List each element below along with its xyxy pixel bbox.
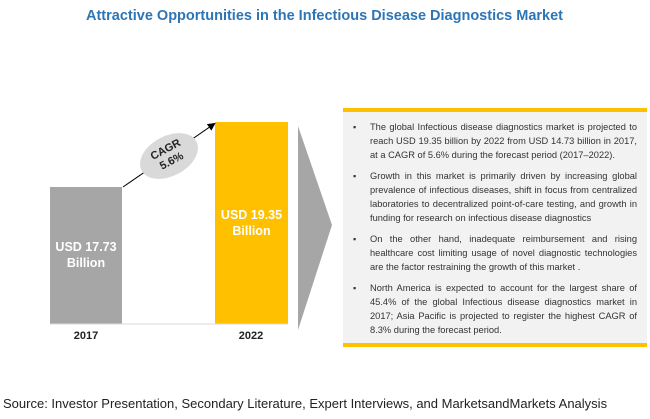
bullet-text: On the other hand, inadequate reimbursem…	[370, 234, 637, 272]
highlights-panel: ▪ The global Infectious disease diagnosti…	[343, 108, 647, 347]
bullet-icon: ▪	[353, 283, 357, 293]
chevron-arrow-icon	[298, 126, 332, 330]
bar-label-value: USD 19.35	[220, 207, 283, 222]
bar-2022: USD 19.35 Billion	[215, 121, 288, 324]
list-item: ▪ North America is expected to account fo…	[351, 281, 637, 337]
bullet-icon: ▪	[353, 122, 357, 132]
list-item: ▪ Growth in this market is primarily driv…	[351, 169, 637, 225]
bullet-text: The global Infectious disease diagnostic…	[370, 122, 637, 160]
source-note: Source: Investor Presentation, Secondary…	[3, 396, 608, 411]
bar-label-value: USD 17.73	[55, 240, 117, 255]
bar-2017: USD 17.73 Billion	[50, 186, 122, 324]
bullet-text: Growth in this market is primarily drive…	[370, 171, 637, 223]
bullet-icon: ▪	[353, 171, 357, 181]
x-tick-label: 2022	[238, 330, 264, 342]
page-title: Attractive Opportunities in the Infectio…	[86, 8, 563, 24]
list-item: ▪ On the other hand, inadequate reimburse…	[351, 232, 637, 274]
bar-label-unit: Billion	[232, 223, 271, 238]
bar-label-unit: Billion	[66, 256, 106, 271]
list-item: ▪ The global Infectious disease diagnosti…	[351, 120, 637, 162]
x-tick-label: 2017	[73, 330, 99, 342]
bullet-icon: ▪	[353, 234, 357, 244]
bullet-text: North America is expected to account for…	[370, 283, 637, 335]
